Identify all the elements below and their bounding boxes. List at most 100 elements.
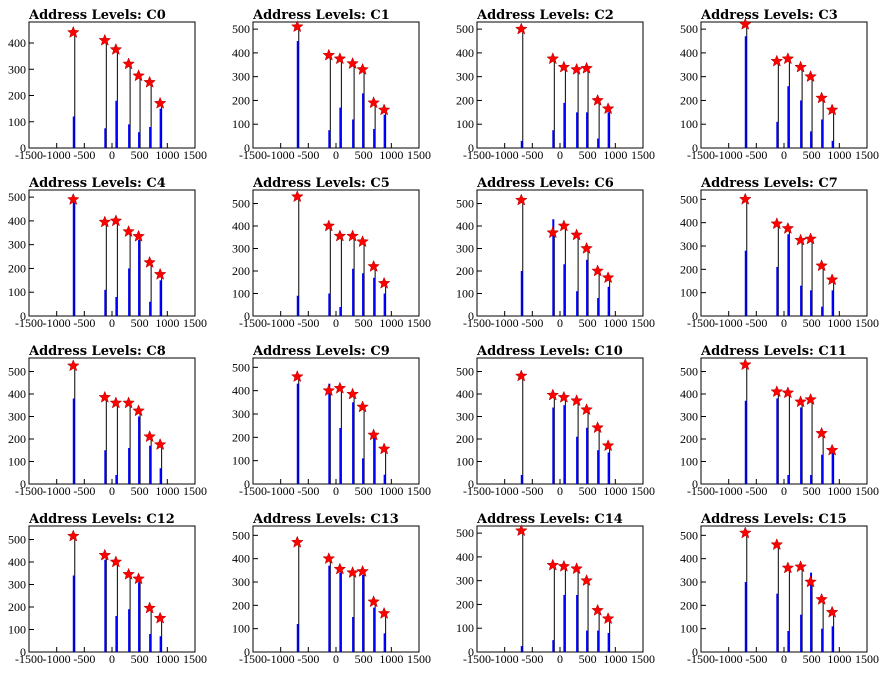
peak-marker: [546, 226, 560, 239]
y-tick-label: 300: [680, 239, 698, 253]
peak-marker: [738, 192, 752, 205]
peak-marker: [66, 25, 80, 38]
histogram-bar: [159, 636, 162, 652]
peak-marker: [601, 612, 615, 625]
x-tick-label: -1500: [15, 316, 43, 330]
y-tick-label: 400: [680, 46, 698, 60]
y-tick-label: 500: [680, 192, 698, 206]
y-tick-label: 100: [680, 117, 698, 131]
x-tick-label: 1000: [603, 316, 627, 330]
histogram-bar: [821, 454, 824, 484]
x-tick-label: 1000: [827, 652, 851, 666]
peak-marker: [815, 259, 828, 272]
peak-marker: [143, 601, 156, 614]
peak-marker: [794, 395, 807, 408]
histogram-bar: [296, 383, 299, 484]
x-tick-label: 500: [355, 148, 373, 162]
peak-marker: [356, 235, 369, 248]
histogram-bar: [104, 559, 107, 652]
x-tick-label: 1500: [407, 148, 431, 162]
y-tick-label: 300: [8, 578, 26, 592]
histogram-bar: [800, 614, 803, 652]
y-tick-label: 100: [232, 287, 250, 301]
x-tick-label: -1000: [715, 484, 743, 498]
peak-marker: [738, 358, 752, 371]
x-tick-label: 1500: [631, 484, 655, 498]
y-tick-label: 500: [456, 526, 474, 540]
x-tick-label: 1500: [855, 484, 879, 498]
histogram-bar: [586, 630, 589, 652]
x-tick-label: -500: [521, 484, 543, 498]
y-tick-label: 300: [232, 407, 250, 421]
y-tick-label: 300: [8, 410, 26, 424]
x-tick-label: -1000: [715, 316, 743, 330]
peak-marker: [815, 91, 828, 104]
histogram-bar: [328, 293, 331, 316]
histogram-bar: [787, 86, 790, 148]
x-tick-label: -1500: [15, 652, 43, 666]
histogram-bar: [362, 93, 365, 148]
histogram-bar: [597, 450, 600, 484]
chart-panel: Address Levels: C13 0 100 200 300 400 500 -1500…: [232, 512, 431, 666]
peak-marker: [591, 93, 604, 106]
x-tick-label: 1500: [407, 316, 431, 330]
y-tick-label: 500: [456, 197, 474, 211]
histogram-bar: [339, 107, 342, 148]
peak-marker: [601, 102, 615, 115]
peak-marker: [377, 442, 391, 455]
histogram-bar: [776, 121, 779, 148]
peak-marker: [601, 271, 615, 284]
chart-title: Address Levels: C1: [252, 8, 390, 23]
x-tick-label: -1500: [239, 316, 267, 330]
y-tick-label: 100: [8, 623, 26, 637]
histogram-bar: [352, 119, 355, 148]
chart-title: Address Levels: C9: [252, 344, 390, 359]
y-tick-label: 400: [456, 219, 474, 233]
histogram-bar: [352, 402, 355, 484]
y-tick-label: 0: [244, 477, 250, 491]
peak-marker: [546, 52, 560, 65]
plot-frame: [700, 525, 868, 653]
histogram-bar: [831, 290, 834, 316]
y-tick-label: 200: [232, 598, 250, 612]
x-tick-label: -1500: [239, 148, 267, 162]
y-tick-label: 400: [8, 36, 26, 50]
peak-marker: [815, 426, 828, 439]
histogram-bar: [810, 131, 813, 148]
x-tick-label: 1000: [379, 484, 403, 498]
y-tick-label: 0: [468, 477, 474, 491]
x-tick-label: -500: [73, 484, 95, 498]
plot-frame: [28, 357, 196, 485]
plot-frame: [700, 21, 868, 149]
y-tick-label: 400: [8, 555, 26, 569]
plot-frame: [252, 357, 420, 485]
peak-marker: [591, 603, 604, 616]
peak-marker: [143, 255, 156, 268]
peak-marker: [290, 370, 304, 383]
histogram-bar: [787, 234, 790, 316]
y-tick-label: 500: [680, 22, 698, 36]
chart-panel: Address Levels: C60100200300400500-1500-…: [456, 176, 655, 330]
y-tick-label: 100: [456, 621, 474, 635]
x-tick-label: 1000: [603, 148, 627, 162]
x-tick-label: 0: [781, 316, 787, 330]
x-tick-label: -500: [521, 316, 543, 330]
histogram-bar: [776, 267, 779, 316]
peak-marker: [557, 390, 571, 403]
y-tick-label: 400: [680, 552, 698, 566]
peak-marker: [122, 57, 135, 70]
peak-marker: [98, 33, 112, 46]
x-tick-label: -1500: [239, 652, 267, 666]
x-tick-label: 0: [781, 484, 787, 498]
plot-frame: [28, 189, 196, 317]
x-tick-label: -500: [73, 148, 95, 162]
x-tick-label: -500: [297, 148, 319, 162]
chart-panel: Address Levels: C12 0 100 200 300 400 500 -1500…: [8, 512, 207, 666]
y-tick-label: 400: [232, 46, 250, 60]
plot-frame: [252, 21, 420, 149]
x-tick-label: -1000: [491, 484, 519, 498]
peak-marker: [333, 52, 347, 65]
plot-frame: [476, 21, 644, 149]
